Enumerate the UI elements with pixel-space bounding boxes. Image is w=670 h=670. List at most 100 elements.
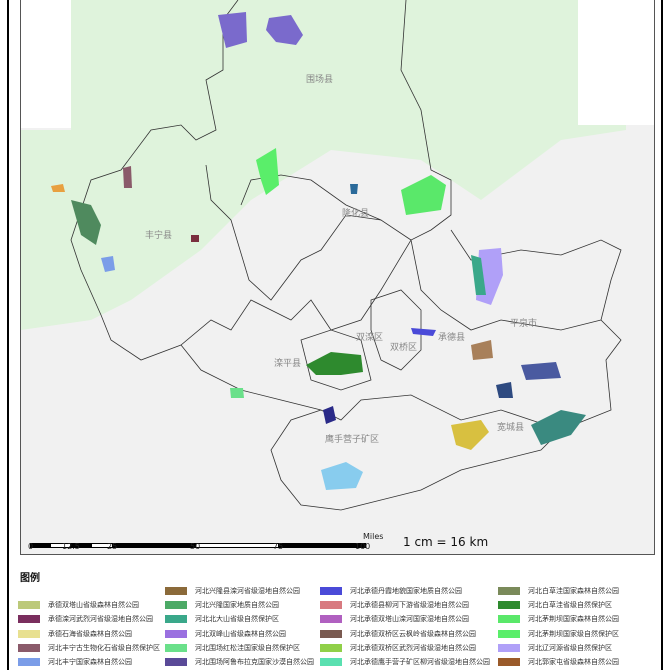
legend-item: 河北茅荆坝国家级自然保护区 bbox=[498, 629, 619, 639]
legend-item: 河北北大山省级自然保护区 bbox=[165, 614, 279, 624]
legend-item: 河北围场阿鲁布拉克国家沙漠自然公园 bbox=[165, 657, 314, 667]
legend-item: 河北承德鹰手营子矿区柳河省级湿地自然公园 bbox=[320, 657, 490, 667]
legend-label: 河北承德双桥区云枫岭省级森林自然公园 bbox=[350, 629, 476, 638]
legend-label: 河北郭家屯省级森林自然公园 bbox=[528, 658, 619, 666]
patch-maojingba bbox=[401, 175, 446, 215]
map-frame bbox=[7, 0, 663, 670]
scale-tick: 50 bbox=[190, 542, 201, 551]
patch-longhua bbox=[350, 184, 358, 194]
legend-swatch bbox=[320, 601, 342, 610]
protected-area-patches bbox=[51, 12, 586, 490]
legend-item: 河北承德双桥区武烈河省级湿地自然公园 bbox=[320, 643, 476, 653]
legend-item: 河北辽河源省级自然保护区 bbox=[498, 643, 612, 653]
legend-item: 河北兴隆国家地质自然公园 bbox=[165, 600, 279, 610]
legend-swatch bbox=[165, 615, 187, 624]
legend-label: 河北北大山省级自然保护区 bbox=[195, 615, 279, 624]
legend-label: 河北辽河源省级自然保护区 bbox=[528, 643, 612, 652]
place-label: 鹰手营子矿区 bbox=[325, 435, 380, 445]
legend-label: 河北茅荆坝国家级自然保护区 bbox=[528, 629, 619, 638]
legend-swatch bbox=[18, 601, 40, 610]
patch-kuancheng bbox=[451, 420, 489, 450]
patch-small bbox=[51, 184, 65, 192]
legend-swatch bbox=[18, 615, 40, 624]
legend-swatch bbox=[498, 615, 520, 624]
patch-fengning-forest bbox=[101, 256, 115, 272]
legend-label: 河北白草洼国家森林自然公园 bbox=[528, 587, 619, 595]
legend-label: 河北丰宁国家森林自然公园 bbox=[48, 658, 132, 666]
scale-bar bbox=[30, 534, 366, 553]
legend-swatch bbox=[498, 643, 520, 652]
legend-label: 河北承德双塔山滦河国家湿地自然公园 bbox=[350, 615, 469, 624]
legend-label: 河北承德鹰手营子矿区柳河省级湿地自然公园 bbox=[350, 658, 490, 666]
patch-danxia bbox=[323, 406, 336, 424]
patch-small bbox=[191, 235, 199, 242]
place-label: 隆化县 bbox=[342, 209, 370, 219]
legend-swatch bbox=[18, 658, 40, 666]
legend-swatch bbox=[18, 643, 40, 652]
legend-swatch bbox=[165, 629, 187, 638]
place-label: 平泉市 bbox=[510, 319, 538, 329]
legend-label: 河北茅荆坝国家森林自然公园 bbox=[528, 615, 619, 624]
legend-item: 河北丰宁古生物化石省级自然保护区 bbox=[18, 643, 160, 653]
scale-tick: 25 bbox=[107, 542, 118, 551]
patch-baicaowa bbox=[71, 200, 101, 245]
legend-label: 河北丰宁古生物化石省级自然保护区 bbox=[48, 643, 160, 652]
nodata-area bbox=[21, 0, 71, 128]
map-svg bbox=[21, 0, 654, 554]
green-terrain-area bbox=[21, 0, 626, 330]
legend-item: 河北白草洼国家森林自然公园 bbox=[498, 586, 619, 596]
legend-item: 河北围场红松洼国家级自然保护区 bbox=[165, 643, 300, 653]
patch-weichang-desert-park bbox=[266, 15, 303, 45]
legend-swatch bbox=[498, 601, 520, 610]
scale-tick: 100 bbox=[355, 542, 371, 551]
scale-ratio: 1 cm = 16 km bbox=[403, 535, 489, 549]
legend-label: 河北围场阿鲁布拉克国家沙漠自然公园 bbox=[195, 658, 314, 666]
legend-item: 河北承德双塔山滦河国家湿地自然公园 bbox=[320, 614, 469, 624]
place-label: 宽城县 bbox=[497, 423, 525, 433]
legend-item: 承德滦河武烈河省级湿地自然公园 bbox=[18, 614, 153, 624]
legend-item: 河北承德双桥区云枫岭省级森林自然公园 bbox=[320, 629, 476, 639]
place-label: 围场县 bbox=[306, 75, 334, 85]
legend-label: 河北围场红松洼国家级自然保护区 bbox=[195, 643, 300, 652]
legend-swatch bbox=[320, 587, 342, 595]
legend-swatch bbox=[320, 615, 342, 624]
nodata-area bbox=[578, 0, 654, 125]
patch-baicaowa-reserve bbox=[306, 352, 363, 375]
legend-swatch bbox=[18, 629, 40, 638]
legend-label: 河北兴隆国家地质自然公园 bbox=[195, 601, 279, 610]
scale-tick: 75 bbox=[273, 542, 284, 551]
place-label: 双滦区 bbox=[356, 333, 384, 343]
patch-danxia bbox=[411, 328, 436, 336]
legend-swatch bbox=[320, 629, 342, 638]
patch-kuancheng bbox=[531, 410, 586, 445]
legend-item: 河北白草洼省级自然保护区 bbox=[498, 600, 612, 610]
legend-label: 河北双峰山省级森林自然公园 bbox=[195, 629, 286, 638]
map-canvas[interactable] bbox=[20, 0, 655, 555]
legend-swatch bbox=[498, 658, 520, 666]
patch-xinglong bbox=[321, 462, 363, 490]
legend-label: 河北白草洼省级自然保护区 bbox=[528, 601, 612, 610]
legend-swatch bbox=[165, 658, 187, 666]
legend-swatch bbox=[498, 587, 520, 595]
legend-item: 河北双峰山省级森林自然公园 bbox=[165, 629, 286, 639]
place-label: 滦平县 bbox=[274, 359, 302, 369]
legend-item: 河北兴隆县滦河省级湿地自然公园 bbox=[165, 586, 300, 596]
place-label: 双桥区 bbox=[390, 343, 418, 353]
patch-guojiatun bbox=[471, 340, 493, 360]
patch-weichang-desert-park bbox=[218, 12, 247, 48]
legend-label: 河北承德丹霞地貌国家地质自然公园 bbox=[350, 587, 462, 595]
legend-swatch bbox=[320, 658, 342, 666]
legend-swatch bbox=[165, 643, 187, 652]
patch-fengning-fossil bbox=[123, 166, 132, 188]
legend-swatch bbox=[165, 587, 187, 595]
scale-tick: 12.5 bbox=[62, 542, 80, 551]
legend-label: 河北承德双桥区武烈河省级湿地自然公园 bbox=[350, 643, 476, 652]
legend-item: 河北承德县柳河下游省级湿地自然公园 bbox=[320, 600, 469, 610]
legend-swatch bbox=[320, 643, 342, 652]
legend-item: 河北郭家屯省级森林自然公园 bbox=[498, 657, 619, 667]
patch-small bbox=[230, 388, 244, 398]
place-label: 丰宁县 bbox=[145, 231, 173, 241]
legend-title: 图例 bbox=[20, 573, 40, 584]
patch-pingquan bbox=[496, 382, 513, 398]
legend-item: 河北茅荆坝国家森林自然公园 bbox=[498, 614, 619, 624]
